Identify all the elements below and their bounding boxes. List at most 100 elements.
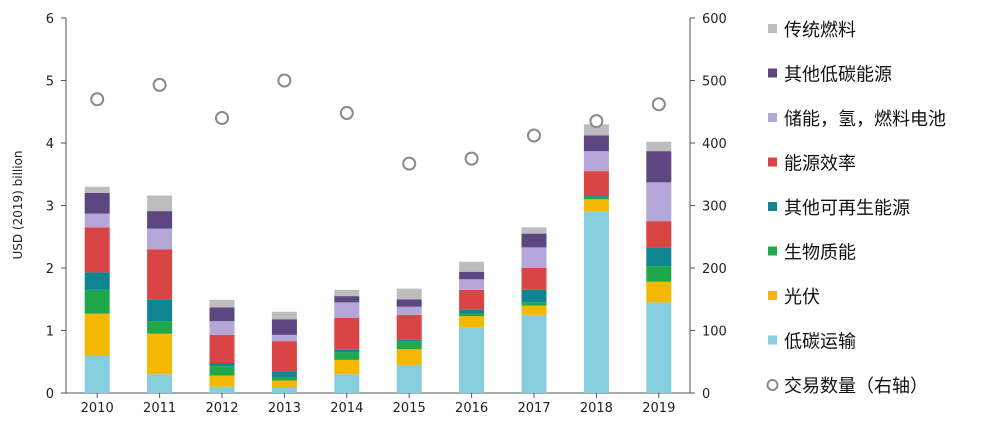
bar-segment: [84, 193, 110, 214]
legend-label: 生物质能: [784, 243, 856, 264]
legend-label: 低碳运输: [784, 332, 856, 353]
bar-segment: [209, 366, 235, 376]
bar-segment: [334, 349, 360, 353]
legend-label: 其他低碳能源: [784, 65, 892, 86]
bar-segment: [209, 363, 235, 367]
bar-segment: [583, 211, 609, 393]
bar-segment: [396, 341, 422, 350]
x-tick-label: 2011: [143, 401, 176, 416]
bar-segment: [271, 388, 297, 393]
right-tick-label: 600: [702, 12, 727, 27]
bar-segment: [334, 296, 360, 303]
bar-segment: [271, 377, 297, 381]
right-tick-label: 0: [702, 387, 710, 402]
bar-segment: [521, 305, 547, 315]
bar-segment: [209, 375, 235, 387]
bar-segment: [396, 299, 422, 307]
bar-segment: [147, 333, 173, 375]
bar-segment: [396, 306, 422, 315]
x-tick-label: 2014: [330, 401, 363, 416]
deal-count-point: [277, 73, 292, 88]
bar-segment: [84, 313, 110, 356]
right-tick-label: 100: [702, 325, 727, 340]
deal-count-point: [402, 156, 417, 171]
left-axis: 0 1 2 3 4 5 6: [46, 12, 67, 402]
bar-segment: [147, 195, 173, 212]
legend-swatch: [768, 246, 777, 256]
right-tick-label: 300: [702, 200, 727, 215]
left-tick-label: 2: [46, 262, 54, 277]
legend-swatch: [768, 157, 777, 167]
legend-label: 交易数量（右轴）: [784, 376, 928, 397]
legend-swatch: [768, 24, 777, 33]
right-tick-label: 400: [702, 137, 727, 152]
bar-segment: [459, 261, 485, 272]
legend-swatch: [768, 335, 777, 345]
legend-swatch: [768, 113, 777, 122]
deal-count-point: [152, 77, 167, 92]
bar-segment: [459, 309, 485, 313]
bar-segment: [583, 124, 609, 136]
bar-segment: [521, 314, 547, 393]
bars-layer: 2010 2011 2012 2013 2014 2015 2016 2017 2018 2019: [81, 124, 675, 416]
bar-segment: [646, 151, 672, 183]
bar-segment: [459, 327, 485, 393]
bar-segment: [271, 341, 297, 372]
bar-segment: [646, 266, 672, 282]
legend-label: 光伏: [784, 287, 820, 308]
bar-segment: [583, 197, 609, 200]
bar-segment: [459, 279, 485, 290]
bar-segment: [459, 289, 485, 310]
bar-segment: [583, 171, 609, 197]
left-tick-label: 0: [46, 387, 54, 402]
bar-segment: [521, 227, 547, 234]
x-tick-label: 2019: [642, 401, 675, 416]
bar-segment: [396, 364, 422, 393]
bar-segment: [396, 339, 422, 342]
bar-segment: [84, 227, 110, 273]
left-tick-label: 5: [46, 75, 54, 90]
bar-segment: [271, 380, 297, 388]
bar-segment: [271, 319, 297, 335]
legend-label: 能源效率: [784, 154, 856, 175]
legend-swatch: [768, 202, 777, 211]
bar-segment: [271, 371, 297, 378]
bar-segment: [521, 302, 547, 306]
bar-segment: [459, 316, 485, 328]
bar-segment: [459, 313, 485, 317]
x-tick-label: 2016: [455, 401, 488, 416]
bar-segment: [459, 271, 485, 280]
bar-segment: [209, 307, 235, 322]
x-tick-label: 2010: [81, 401, 114, 416]
deal-count-point: [464, 151, 479, 166]
bar-segment: [147, 374, 173, 393]
legend-label: 其他可再生能源: [784, 198, 910, 219]
bar-segment: [521, 233, 547, 248]
bar-segment: [334, 318, 360, 350]
bar-segment: [271, 334, 297, 342]
right-tick-label: 500: [702, 75, 727, 90]
x-tick-label: 2015: [393, 401, 426, 416]
x-tick-label: 2017: [517, 401, 550, 416]
bar-segment: [147, 228, 173, 250]
left-tick-label: 3: [46, 200, 54, 215]
legend-swatch: [768, 68, 777, 78]
bar-segment: [396, 314, 422, 340]
bar-segment: [147, 211, 173, 229]
bar-segment: [646, 281, 672, 303]
x-tick-label: 2012: [205, 401, 238, 416]
bar-segment: [334, 359, 360, 375]
bar-segment: [583, 196, 609, 198]
legend: 传统燃料其他低碳能源储能，氢，燃料电池能源效率其他可再生能源生物质能光伏低碳运输…: [766, 20, 946, 397]
bar-segment: [521, 268, 547, 290]
bar-segment: [646, 221, 672, 248]
bar-segment: [646, 141, 672, 152]
deal-count-point: [651, 97, 666, 112]
left-tick-label: 1: [46, 325, 54, 340]
bar-segment: [84, 272, 110, 290]
bar-segment: [147, 321, 173, 334]
bar-segment: [583, 135, 609, 152]
right-tick-label: 200: [702, 262, 727, 277]
